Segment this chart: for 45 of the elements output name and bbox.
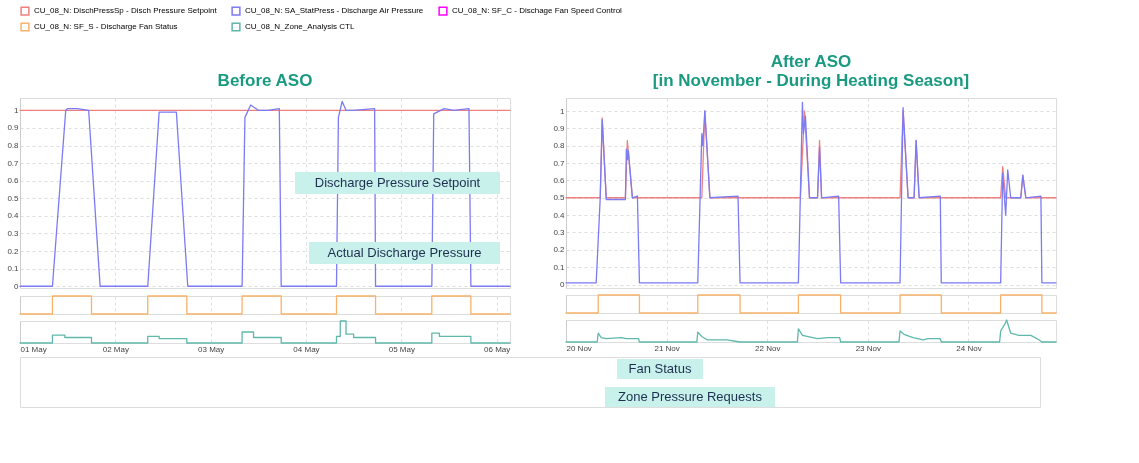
x-tick-label: 23 Nov [855,343,882,353]
annotation: Discharge Pressure Setpoint [314,175,481,190]
y-tick-label: 0.4 [7,211,20,221]
y-tick-label: 0.7 [553,158,566,168]
y-tick-label: 0 [14,281,20,291]
legend-label: CU_08_N: DischPressSp - Disch Pressure Setpoint [34,6,218,16]
x-tick-label: 24 Nov [956,343,982,353]
y-tick-label: 0.1 [7,264,20,274]
y-tick-label: 0.8 [553,141,566,151]
y-tick-label: 1 [14,105,20,115]
y-tick-label: 0.6 [7,176,20,186]
y-tick-label: 1 [560,106,566,116]
x-tick-label: 04 May [293,344,320,354]
y-tick-label: 0.6 [553,175,566,185]
legend-label: CU_08_N: SF_C - Dischage Fan Speed Control [452,6,623,16]
y-tick-label: 0.5 [7,193,20,203]
x-tick-label: 03 May [198,344,225,354]
legend-label: CU_08_N: SA_StatPress - Discharge Air Pressure [245,6,424,16]
y-tick-label: 0.8 [7,141,20,150]
y-tick-label: 0.9 [7,123,20,133]
chart-title: Before ASO [217,71,313,90]
y-tick-label: 0.3 [7,228,20,238]
y-tick-label: 0.5 [553,193,566,203]
legend-label: CU_08_N_Zone_Analysis CTL [245,22,355,31]
legend-label: CU_08_N: SF_S - Discharge Fan Status [34,22,178,31]
y-tick-label: 0.2 [7,246,20,256]
x-tick-label: 01 May [20,344,47,354]
y-tick-label: 0.3 [553,227,566,237]
y-tick-label: 0.2 [553,245,566,255]
x-tick-label: 21 Nov [654,343,680,353]
chart-title: After ASO [770,52,852,71]
y-tick-label: 0.1 [553,262,566,272]
annotation: Actual Discharge Pressure [327,245,482,260]
y-tick-label: 0 [560,280,566,290]
chart-subtitle: [in November - During Heating Season] [652,71,970,90]
y-tick-label: 0.7 [7,158,20,168]
text: Fan Status [628,361,692,376]
y-tick-label: 0.4 [553,210,566,220]
text: Zone Pressure Requests [618,389,763,404]
x-tick-label: 06 May [484,344,511,354]
x-tick-label: 20 Nov [566,343,592,353]
x-tick-label: 22 Nov [755,343,781,353]
y-tick-label: 0.9 [553,123,566,133]
x-tick-label: 05 May [388,344,415,354]
x-tick-label: 02 May [102,344,129,354]
